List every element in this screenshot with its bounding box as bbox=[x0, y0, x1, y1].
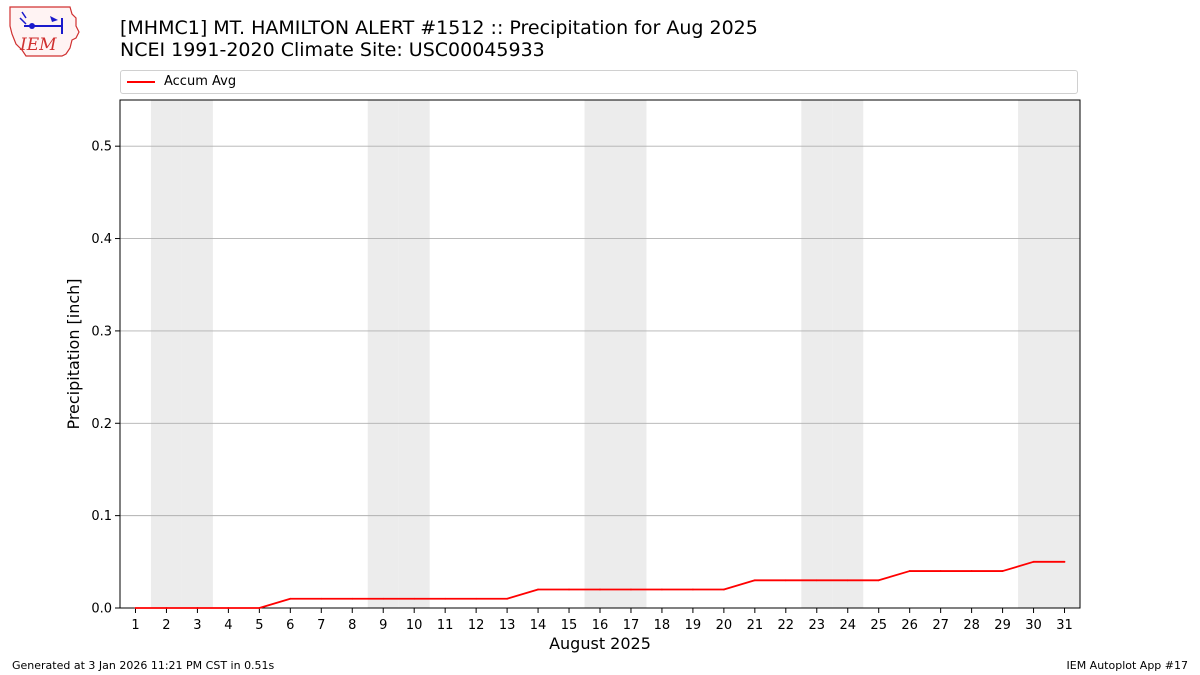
x-tick-label-14: 14 bbox=[530, 618, 547, 633]
x-tick-label-21: 21 bbox=[747, 618, 764, 633]
x-tick-label-1: 1 bbox=[131, 618, 139, 633]
iem-logo: IEM bbox=[6, 4, 82, 60]
y-axis-label: Precipitation [inch] bbox=[64, 278, 83, 429]
x-tick-label-4: 4 bbox=[224, 618, 232, 633]
logo-text: IEM bbox=[19, 35, 57, 55]
x-tick-label-28: 28 bbox=[963, 618, 980, 633]
y-tick-label-0: 0.0 bbox=[91, 602, 112, 617]
y-tick-label-4: 0.4 bbox=[91, 232, 112, 247]
y-tick-label-2: 0.2 bbox=[91, 417, 112, 432]
x-tick-label-17: 17 bbox=[623, 618, 640, 633]
series-0-point-5 bbox=[258, 607, 261, 609]
series-0-point-28 bbox=[970, 570, 973, 572]
x-tick-label-15: 15 bbox=[561, 618, 578, 633]
x-tick-label-10: 10 bbox=[406, 618, 423, 633]
series-0-point-21 bbox=[753, 579, 756, 582]
series-0-point-22 bbox=[784, 579, 787, 582]
x-tick-label-16: 16 bbox=[592, 618, 609, 633]
series-0-point-25 bbox=[877, 579, 880, 582]
x-tick-label-3: 3 bbox=[193, 618, 201, 633]
chart-title-line1: [MHMC1] MT. HAMILTON ALERT #1512 :: Prec… bbox=[120, 17, 758, 39]
weekend-band-24 bbox=[832, 100, 864, 608]
x-tick-label-23: 23 bbox=[809, 618, 826, 633]
series-0-point-10 bbox=[413, 597, 416, 600]
footer-app-text: IEM Autoplot App #17 bbox=[1066, 659, 1189, 672]
x-tick-label-5: 5 bbox=[255, 618, 263, 633]
series-0-point-20 bbox=[722, 588, 725, 591]
series-0-point-9 bbox=[382, 597, 385, 600]
x-tick-label-12: 12 bbox=[468, 618, 485, 633]
series-0-point-6 bbox=[289, 597, 292, 600]
x-tick-label-27: 27 bbox=[932, 618, 949, 633]
x-tick-label-6: 6 bbox=[286, 618, 294, 633]
series-0-point-3 bbox=[196, 607, 199, 609]
weekend-band-16 bbox=[584, 100, 616, 608]
weekend-band-30 bbox=[1018, 100, 1050, 608]
x-tick-label-20: 20 bbox=[716, 618, 733, 633]
legend-line-swatch bbox=[127, 81, 155, 83]
x-tick-label-31: 31 bbox=[1056, 618, 1073, 633]
x-tick-label-18: 18 bbox=[654, 618, 671, 633]
series-0-point-16 bbox=[599, 588, 601, 591]
x-axis-label: August 2025 bbox=[549, 634, 651, 653]
series-0-point-11 bbox=[444, 597, 447, 600]
series-0-point-14 bbox=[537, 588, 539, 591]
series-0-point-19 bbox=[692, 588, 694, 591]
weekend-band-2 bbox=[150, 100, 182, 608]
series-0-point-13 bbox=[506, 597, 508, 600]
footer-generated-text: Generated at 3 Jan 2026 11:21 PM CST in … bbox=[12, 659, 275, 672]
y-tick-label-3: 0.3 bbox=[91, 324, 112, 339]
x-tick-label-7: 7 bbox=[317, 618, 325, 633]
series-0-point-24 bbox=[846, 579, 849, 582]
weekend-band-10 bbox=[398, 100, 430, 608]
x-tick-label-29: 29 bbox=[994, 618, 1011, 633]
series-0-point-17 bbox=[630, 588, 632, 591]
legend-label: Accum Avg bbox=[164, 74, 237, 89]
x-tick-label-30: 30 bbox=[1025, 618, 1042, 633]
x-tick-label-2: 2 bbox=[162, 618, 170, 633]
series-0-point-29 bbox=[1001, 570, 1004, 572]
weekend-band-3 bbox=[181, 100, 213, 608]
x-tick-label-11: 11 bbox=[437, 618, 454, 633]
series-0-point-1 bbox=[134, 607, 137, 609]
series-0-point-31 bbox=[1063, 560, 1066, 563]
chart-legend: Accum Avg bbox=[120, 70, 1078, 94]
series-0-point-15 bbox=[568, 588, 570, 591]
series-0-point-2 bbox=[165, 607, 168, 609]
x-tick-label-8: 8 bbox=[348, 618, 356, 633]
series-0-point-18 bbox=[661, 588, 663, 591]
series-0-point-30 bbox=[1032, 560, 1035, 563]
x-tick-label-22: 22 bbox=[778, 618, 795, 633]
x-tick-label-13: 13 bbox=[499, 618, 516, 633]
y-tick-label-1: 0.1 bbox=[91, 509, 112, 524]
weekend-band-9 bbox=[367, 100, 399, 608]
series-0-point-26 bbox=[908, 570, 911, 572]
x-tick-label-9: 9 bbox=[379, 618, 387, 633]
weekend-band-31 bbox=[1049, 100, 1080, 608]
chart-title: [MHMC1] MT. HAMILTON ALERT #1512 :: Prec… bbox=[120, 17, 758, 61]
x-tick-label-24: 24 bbox=[839, 618, 856, 633]
series-0-point-8 bbox=[351, 597, 354, 600]
x-tick-label-26: 26 bbox=[901, 618, 918, 633]
series-0-point-4 bbox=[227, 607, 230, 609]
series-0-point-12 bbox=[475, 597, 478, 600]
x-tick-label-25: 25 bbox=[870, 618, 887, 633]
y-tick-label-5: 0.5 bbox=[91, 140, 112, 155]
x-tick-label-19: 19 bbox=[685, 618, 702, 633]
series-0-point-7 bbox=[320, 597, 323, 600]
weekend-band-17 bbox=[615, 100, 647, 608]
series-0-point-23 bbox=[815, 579, 818, 582]
weekend-band-23 bbox=[801, 100, 833, 608]
iem-logo-graphic: IEM bbox=[9, 6, 80, 57]
chart-title-line2: NCEI 1991-2020 Climate Site: USC00045933 bbox=[120, 39, 545, 61]
series-0-point-27 bbox=[939, 570, 942, 572]
